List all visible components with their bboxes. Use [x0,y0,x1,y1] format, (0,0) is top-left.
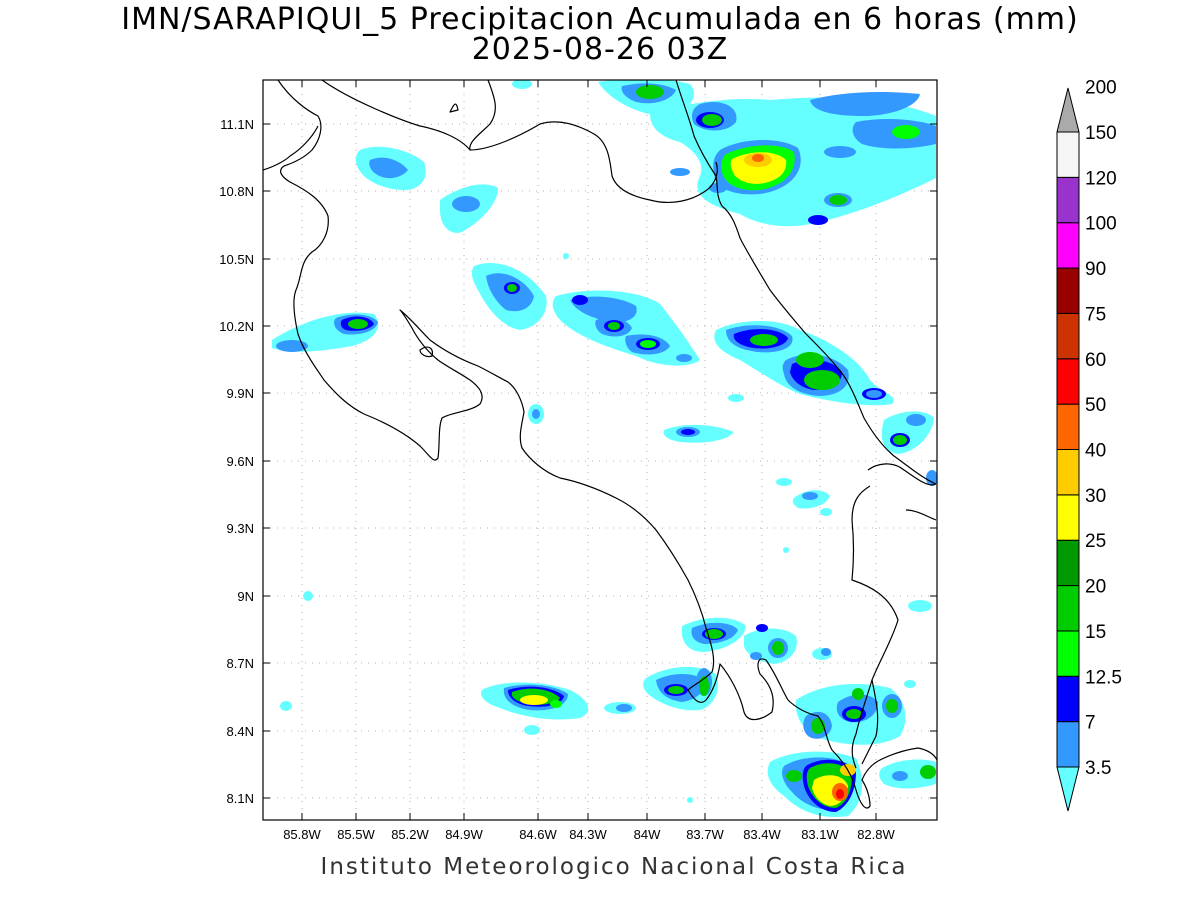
colorbar-label: 40 [1085,441,1106,462]
colorbar-swatch [1056,176,1080,224]
lon-label: 84.3W [569,827,607,842]
lon-label: 84.9W [445,827,483,842]
lon-label: 84.6W [519,827,557,842]
colorbar-label: 7 [1085,713,1096,734]
lat-label: 9.6N [227,454,254,469]
colorbar-label: 60 [1085,350,1106,371]
colorbar-swatch [1056,312,1080,360]
lat-label: 8.1N [227,791,254,806]
colorbar-swatch [1056,539,1080,587]
colorbar-swatch [1056,585,1080,632]
colorbar-label: 90 [1085,259,1106,280]
lon-label: 83.4W [743,827,781,842]
lon-label: 85.8W [283,827,321,842]
lon-label: 83.1W [801,827,839,842]
lat-label: 11.1N [220,117,254,132]
colorbar-swatch [1056,630,1080,677]
lat-label: 9.9N [227,386,254,401]
lat-labels: 11.1N 10.8N 10.5N 10.2N 9.9N 9.6N 9.3N 9… [219,117,254,806]
lat-label: 9.3N [227,521,254,536]
lon-label: 85.5W [337,827,375,842]
colorbar-label: 200 [1085,78,1117,99]
colorbar-bottom-arrow [1056,766,1080,812]
lat-label: 8.4N [227,724,254,739]
map-title: IMN/SARAPIQUI_5 Precipitacion Acumulada … [121,2,1079,37]
map-valid-time: 2025-08-26 03Z [471,32,729,67]
map-plot-area [263,80,937,820]
lat-label: 8.7N [227,656,254,671]
colorbar-label: 25 [1085,531,1106,552]
lat-label: 10.2N [219,319,254,334]
colorbar-swatch [1056,403,1080,450]
colorbar-label: 75 [1085,304,1106,325]
map-frame [262,79,938,821]
colorbar-label: 30 [1085,486,1106,507]
colorbar-label: 50 [1085,395,1106,416]
lon-label: 83.7W [686,827,724,842]
colorbar-label: 150 [1085,123,1117,144]
lat-label: 10.8N [219,184,254,199]
colorbar-swatch [1056,267,1080,314]
colorbar-label: 3.5 [1085,758,1111,779]
lat-label: 10.5N [219,252,254,267]
colorbar-label: 12.5 [1085,667,1122,688]
lon-label: 84W [634,827,661,842]
lat-label: 9N [237,589,254,604]
colorbar-swatch [1056,675,1080,723]
coastlines [263,80,937,809]
colorbar-label: 100 [1085,214,1117,235]
colorbar-swatch [1056,131,1080,178]
colorbar: 3.5 7 12.5 15 20 25 30 40 50 60 75 90 100 120 150 200 [1056,78,1122,812]
credit-text: Instituto Meteorologico Nacional Costa R… [320,854,908,880]
precipitation-field [272,80,937,818]
colorbar-swatch [1056,358,1080,405]
colorbar-label: 20 [1085,577,1106,598]
colorbar-label: 120 [1085,168,1117,189]
axis-ticks [263,80,937,820]
colorbar-swatch [1056,222,1080,269]
lon-label: 82.8W [857,827,895,842]
colorbar-swatch [1056,494,1080,541]
colorbar-top-arrow [1056,87,1080,133]
colorbar-swatch [1056,449,1080,496]
colorbar-swatch [1056,721,1080,768]
lon-label: 85.2W [391,827,429,842]
lon-labels: 85.8W 85.5W 85.2W 84.9W 84.6W 84.3W 84W … [283,827,895,842]
colorbar-label: 15 [1085,622,1106,643]
country-border [675,80,937,769]
